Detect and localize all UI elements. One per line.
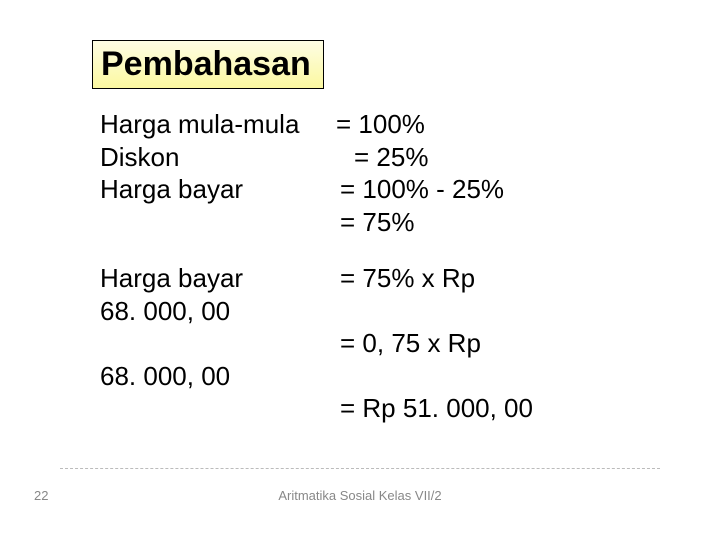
content-row: Harga mula-mula= 100%	[100, 108, 533, 141]
row-label: Harga bayar	[100, 173, 340, 206]
row-label: Harga bayar	[100, 262, 340, 295]
row-value: = 100%	[336, 108, 425, 141]
content-row: = Rp 51. 000, 00	[100, 392, 533, 425]
row-label: Harga mula-mula	[100, 108, 336, 141]
row-value: = 25%	[354, 141, 428, 174]
row-label	[100, 206, 340, 239]
content-area: Harga mula-mula= 100%Diskon= 25%Harga ba…	[100, 108, 533, 425]
content-row: = 0, 75 x Rp	[100, 327, 533, 360]
content-row: 68. 000, 00	[100, 360, 533, 393]
footer-rule	[60, 468, 660, 469]
slide-title: Pembahasan	[101, 45, 311, 83]
row-value: = 75% x Rp	[340, 262, 475, 295]
content-row: Harga bayar= 100% - 25%	[100, 173, 533, 206]
slide: Pembahasan Harga mula-mula= 100%Diskon= …	[0, 0, 720, 540]
row-value: = 0, 75 x Rp	[340, 327, 481, 360]
content-row: Harga bayar= 75% x Rp	[100, 262, 533, 295]
row-label	[100, 392, 340, 425]
spacer	[100, 238, 533, 262]
row-label: Diskon	[100, 141, 354, 174]
row-value: = 100% - 25%	[340, 173, 504, 206]
content-row: 68. 000, 00	[100, 295, 533, 328]
title-box: Pembahasan	[92, 40, 324, 89]
content-row: Diskon= 25%	[100, 141, 533, 174]
row-label: 68. 000, 00	[100, 295, 340, 328]
row-label	[100, 327, 340, 360]
footer-text: Aritmatika Sosial Kelas VII/2	[0, 488, 720, 503]
row-value: = 75%	[340, 206, 414, 239]
content-row: = 75%	[100, 206, 533, 239]
row-value: = Rp 51. 000, 00	[340, 392, 533, 425]
row-label: 68. 000, 00	[100, 360, 340, 393]
